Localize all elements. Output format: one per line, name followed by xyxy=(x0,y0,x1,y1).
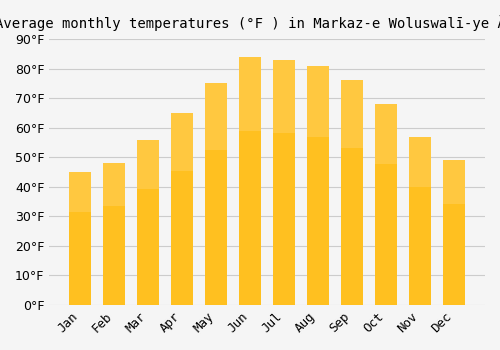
Bar xyxy=(443,160,465,305)
Bar xyxy=(239,57,261,305)
Bar xyxy=(205,83,227,150)
Bar xyxy=(307,66,329,305)
Bar xyxy=(443,160,465,204)
Bar xyxy=(171,113,193,305)
Bar xyxy=(273,60,295,133)
Bar xyxy=(69,172,92,305)
Bar xyxy=(137,140,159,189)
Bar xyxy=(171,113,193,170)
Bar xyxy=(239,57,261,131)
Bar xyxy=(341,80,363,148)
Bar xyxy=(205,83,227,305)
Bar xyxy=(307,66,329,138)
Bar xyxy=(103,163,126,206)
Bar xyxy=(103,163,126,305)
Title: Average monthly temperatures (°F ) in Markaz-e Woluswalī-ye Āchīn: Average monthly temperatures (°F ) in Ma… xyxy=(0,15,500,31)
Bar xyxy=(273,60,295,305)
Bar xyxy=(69,172,92,212)
Bar xyxy=(375,104,397,305)
Bar xyxy=(341,80,363,305)
Bar xyxy=(409,136,431,305)
Bar xyxy=(375,104,397,164)
Bar xyxy=(137,140,159,305)
Bar xyxy=(409,136,431,187)
